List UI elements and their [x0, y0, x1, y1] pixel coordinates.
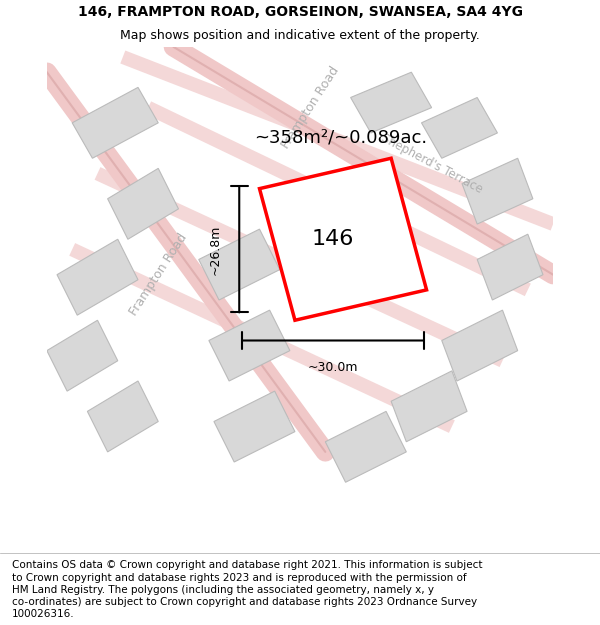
Polygon shape [47, 320, 118, 391]
Text: Frampton Road: Frampton Road [127, 231, 190, 318]
Polygon shape [391, 371, 467, 442]
Text: Shepherd's Terrace: Shepherd's Terrace [379, 131, 485, 196]
Polygon shape [88, 381, 158, 452]
Text: to Crown copyright and database rights 2023 and is reproduced with the permissio: to Crown copyright and database rights 2… [12, 572, 467, 582]
Text: ~358m²/~0.089ac.: ~358m²/~0.089ac. [254, 129, 427, 147]
Text: HM Land Registry. The polygons (including the associated geometry, namely x, y: HM Land Registry. The polygons (includin… [12, 585, 434, 595]
Polygon shape [260, 158, 427, 320]
Polygon shape [199, 229, 280, 300]
Text: Frampton Road: Frampton Road [279, 64, 341, 151]
Polygon shape [107, 168, 179, 239]
Polygon shape [421, 98, 497, 158]
Polygon shape [209, 310, 290, 381]
Text: 146: 146 [312, 229, 354, 249]
Text: Map shows position and indicative extent of the property.: Map shows position and indicative extent… [120, 29, 480, 42]
Polygon shape [462, 158, 533, 224]
Polygon shape [442, 310, 518, 381]
Text: ~26.8m: ~26.8m [209, 224, 221, 274]
Polygon shape [350, 72, 431, 133]
Text: co-ordinates) are subject to Crown copyright and database rights 2023 Ordnance S: co-ordinates) are subject to Crown copyr… [12, 597, 477, 607]
Polygon shape [214, 391, 295, 462]
Polygon shape [325, 411, 406, 482]
Text: Contains OS data © Crown copyright and database right 2021. This information is : Contains OS data © Crown copyright and d… [12, 560, 482, 570]
Text: 100026316.: 100026316. [12, 609, 74, 619]
Polygon shape [477, 234, 543, 300]
Text: ~30.0m: ~30.0m [308, 361, 358, 374]
Polygon shape [57, 239, 138, 315]
Polygon shape [72, 88, 158, 158]
Text: 146, FRAMPTON ROAD, GORSEINON, SWANSEA, SA4 4YG: 146, FRAMPTON ROAD, GORSEINON, SWANSEA, … [77, 5, 523, 19]
